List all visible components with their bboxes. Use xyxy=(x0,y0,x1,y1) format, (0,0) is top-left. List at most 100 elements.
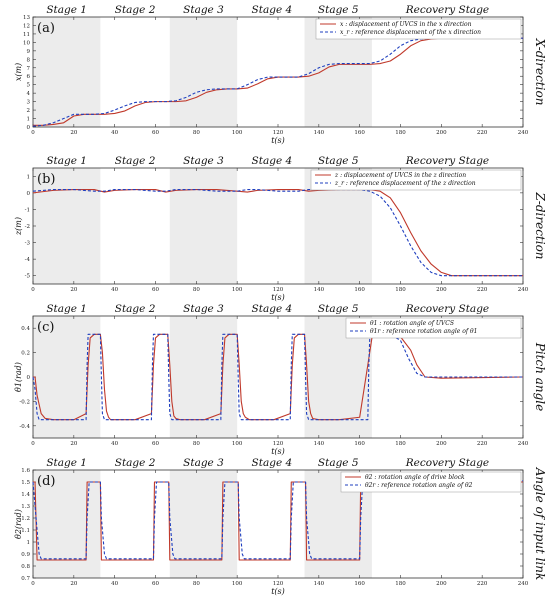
stage-label: Stage 5 xyxy=(318,4,359,16)
y-tick-label: 0.2 xyxy=(21,351,30,357)
y-tick-label: 5 xyxy=(27,83,31,89)
x-tick-label: 0 xyxy=(31,441,35,447)
y-tick-label: 1 xyxy=(27,540,31,546)
legend-entry: x_r : reference displacement of the x di… xyxy=(340,29,481,36)
y-tick-label: 6 xyxy=(27,74,31,80)
legend-entry: z : displacement of UVCS in the z direct… xyxy=(334,172,466,179)
x-tick-label: 0 xyxy=(31,287,35,293)
x-tick-label: 80 xyxy=(193,130,200,136)
y-tick-label: 1.6 xyxy=(21,468,30,474)
stage-label: Stage 5 xyxy=(318,457,359,469)
stage-label: Stage 3 xyxy=(183,303,224,315)
stage-label: Stage 3 xyxy=(183,457,224,469)
y-tick-label: -0.4 xyxy=(19,424,30,430)
y-tick-label: -5 xyxy=(25,274,31,280)
x-tick-label: 80 xyxy=(193,441,200,447)
x-tick-label: 100 xyxy=(232,581,243,587)
y-tick-label: -3 xyxy=(25,241,31,247)
x-axis-label: t(s) xyxy=(271,293,285,302)
y-tick-label: 0 xyxy=(27,191,31,197)
x-tick-label: 180 xyxy=(395,581,406,587)
x-tick-label: 80 xyxy=(193,287,200,293)
panel-label: (b) xyxy=(37,172,55,187)
x-tick-label: 220 xyxy=(477,441,488,447)
x-tick-label: 120 xyxy=(273,581,284,587)
stage-shade xyxy=(33,168,101,284)
x-axis-label: t(s) xyxy=(271,447,285,456)
stage-label: Stage 2 xyxy=(115,303,156,315)
x-tick-label: 200 xyxy=(436,287,447,293)
y-tick-label: 13 xyxy=(23,15,30,21)
x-axis-label: t(s) xyxy=(271,136,285,145)
y-tick-label: 12 xyxy=(23,23,30,29)
stage-label: Recovery Stage xyxy=(405,457,489,469)
x-tick-label: 40 xyxy=(111,287,118,293)
stage-label: Stage 2 xyxy=(115,4,156,16)
x-tick-label: 120 xyxy=(273,441,284,447)
panel-label: (a) xyxy=(37,21,55,36)
y-axis-label: θ2(rad) xyxy=(14,509,23,539)
x-tick-label: 20 xyxy=(70,287,77,293)
side-title: Z-direction xyxy=(533,191,547,259)
x-tick-label: 140 xyxy=(314,441,325,447)
legend-entry: x : displacement of UVCS in the x direct… xyxy=(340,21,472,28)
y-tick-label: 7 xyxy=(27,66,31,72)
series-line-actual xyxy=(32,188,523,277)
x-tick-label: 20 xyxy=(70,581,77,587)
x-tick-label: 200 xyxy=(436,581,447,587)
side-title: Pitch angle xyxy=(533,342,547,412)
x-tick-label: 160 xyxy=(354,287,365,293)
series-line-reference xyxy=(32,480,524,560)
x-tick-label: 240 xyxy=(518,287,529,293)
legend-box xyxy=(345,317,522,339)
stage-label: Stage 1 xyxy=(46,4,87,16)
y-tick-label: 1 xyxy=(27,174,31,180)
x-tick-label: 20 xyxy=(70,130,77,136)
stage-label: Stage 4 xyxy=(252,457,293,469)
series-line-reference xyxy=(32,188,523,277)
x-tick-label: 140 xyxy=(314,581,325,587)
x-tick-label: 160 xyxy=(354,581,365,587)
series-line-reference xyxy=(32,37,523,127)
stage-label: Recovery Stage xyxy=(405,155,489,167)
y-tick-label: -1 xyxy=(25,207,30,213)
x-tick-label: 0 xyxy=(31,581,35,587)
panel-1: Stage 1 Stage 2 Stage 3 Stage 4 Stage 5 Recov… xyxy=(14,4,547,145)
legend-box xyxy=(315,18,522,40)
stage-label: Stage 1 xyxy=(46,155,87,167)
legend-entry: θ1 : rotation angle of UVCS xyxy=(370,320,454,327)
panel-3: Stage 1 Stage 2 Stage 3 Stage 4 Stage 5 Recov… xyxy=(14,303,547,456)
panel-4: Stage 1 Stage 2 Stage 3 Stage 4 Stage 5 Recov… xyxy=(14,457,547,596)
y-tick-label: 0 xyxy=(27,125,31,131)
x-tick-label: 40 xyxy=(111,441,118,447)
x-tick-label: 140 xyxy=(314,287,325,293)
legend-entry: θ2r : reference rotation angle of θ2 xyxy=(365,482,473,489)
x-tick-label: 220 xyxy=(477,130,488,136)
y-tick-label: 0.8 xyxy=(21,564,30,570)
side-title: X-direction xyxy=(533,38,547,106)
stage-shade xyxy=(169,17,238,127)
legend-entry: z_r : reference displacement of the z di… xyxy=(334,180,476,187)
y-tick-label: 0.4 xyxy=(21,326,30,332)
stage-label: Stage 3 xyxy=(183,155,224,167)
stage-label: Stage 1 xyxy=(46,303,87,315)
stage-label: Recovery Stage xyxy=(405,4,489,16)
x-tick-label: 100 xyxy=(232,287,243,293)
x-tick-label: 200 xyxy=(436,130,447,136)
side-title: Angle of input link xyxy=(533,467,547,581)
x-tick-label: 180 xyxy=(395,130,406,136)
y-tick-label: 1.3 xyxy=(21,504,30,510)
x-tick-label: 240 xyxy=(518,130,529,136)
stage-label: Stage 4 xyxy=(252,303,293,315)
x-tick-label: 180 xyxy=(395,287,406,293)
stage-label: Stage 3 xyxy=(183,4,224,16)
x-tick-label: 40 xyxy=(111,581,118,587)
y-tick-label: 1.5 xyxy=(21,480,30,486)
x-tick-label: 160 xyxy=(354,130,365,136)
stage-label: Recovery Stage xyxy=(405,303,489,315)
y-tick-label: 0 xyxy=(27,375,31,381)
x-tick-label: 100 xyxy=(232,130,243,136)
legend-box xyxy=(340,471,522,493)
x-tick-label: 220 xyxy=(477,287,488,293)
